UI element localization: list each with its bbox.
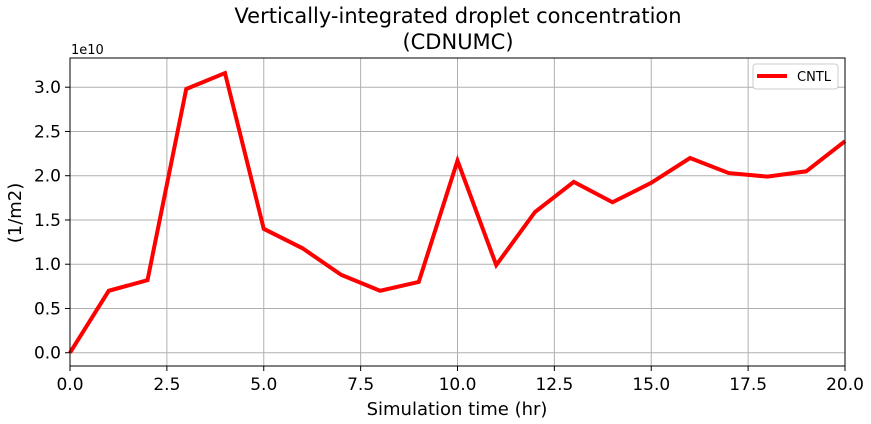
chart-title-line-2: (CDNUMC) xyxy=(402,30,513,54)
y-axis-label: (1/m2) xyxy=(5,183,26,244)
x-tick-label: 15.0 xyxy=(632,375,670,395)
y-tick-label: 0.0 xyxy=(34,344,61,364)
x-tick-label: 7.5 xyxy=(347,375,374,395)
chart-title-line-1: Vertically-integrated droplet concentrat… xyxy=(234,4,681,28)
x-tick-label: 10.0 xyxy=(439,375,477,395)
x-tick-label: 12.5 xyxy=(535,375,573,395)
y-tick-label: 1.0 xyxy=(34,255,61,275)
y-tick-label: 2.5 xyxy=(34,122,61,142)
series-line-cntl xyxy=(68,70,847,354)
y-tick-label: 1.5 xyxy=(34,211,61,231)
x-tick-label: 17.5 xyxy=(729,375,767,395)
series-layer xyxy=(68,70,847,354)
y-offset-label: 1e10 xyxy=(71,43,104,58)
grid xyxy=(69,58,846,366)
ticks: 0.0 2.5 5.0 7.5 10.0 12.5 15.0 17.5 20.0 0.0 0.5 1.… xyxy=(34,78,864,395)
legend-box xyxy=(752,63,839,90)
legend-label-cntl: CNTL xyxy=(797,70,832,85)
x-tick-label: 0.0 xyxy=(56,375,83,395)
x-axis-label: Simulation time (hr) xyxy=(367,399,548,420)
y-tick-label: 2.0 xyxy=(34,167,61,187)
y-tick-label: 3.0 xyxy=(34,78,61,98)
x-tick-label: 2.5 xyxy=(153,375,180,395)
legend: CNTL xyxy=(752,63,839,90)
x-tick-label: 20.0 xyxy=(826,375,864,395)
x-tick-label: 5.0 xyxy=(250,375,277,395)
y-tick-label: 0.5 xyxy=(34,299,61,319)
